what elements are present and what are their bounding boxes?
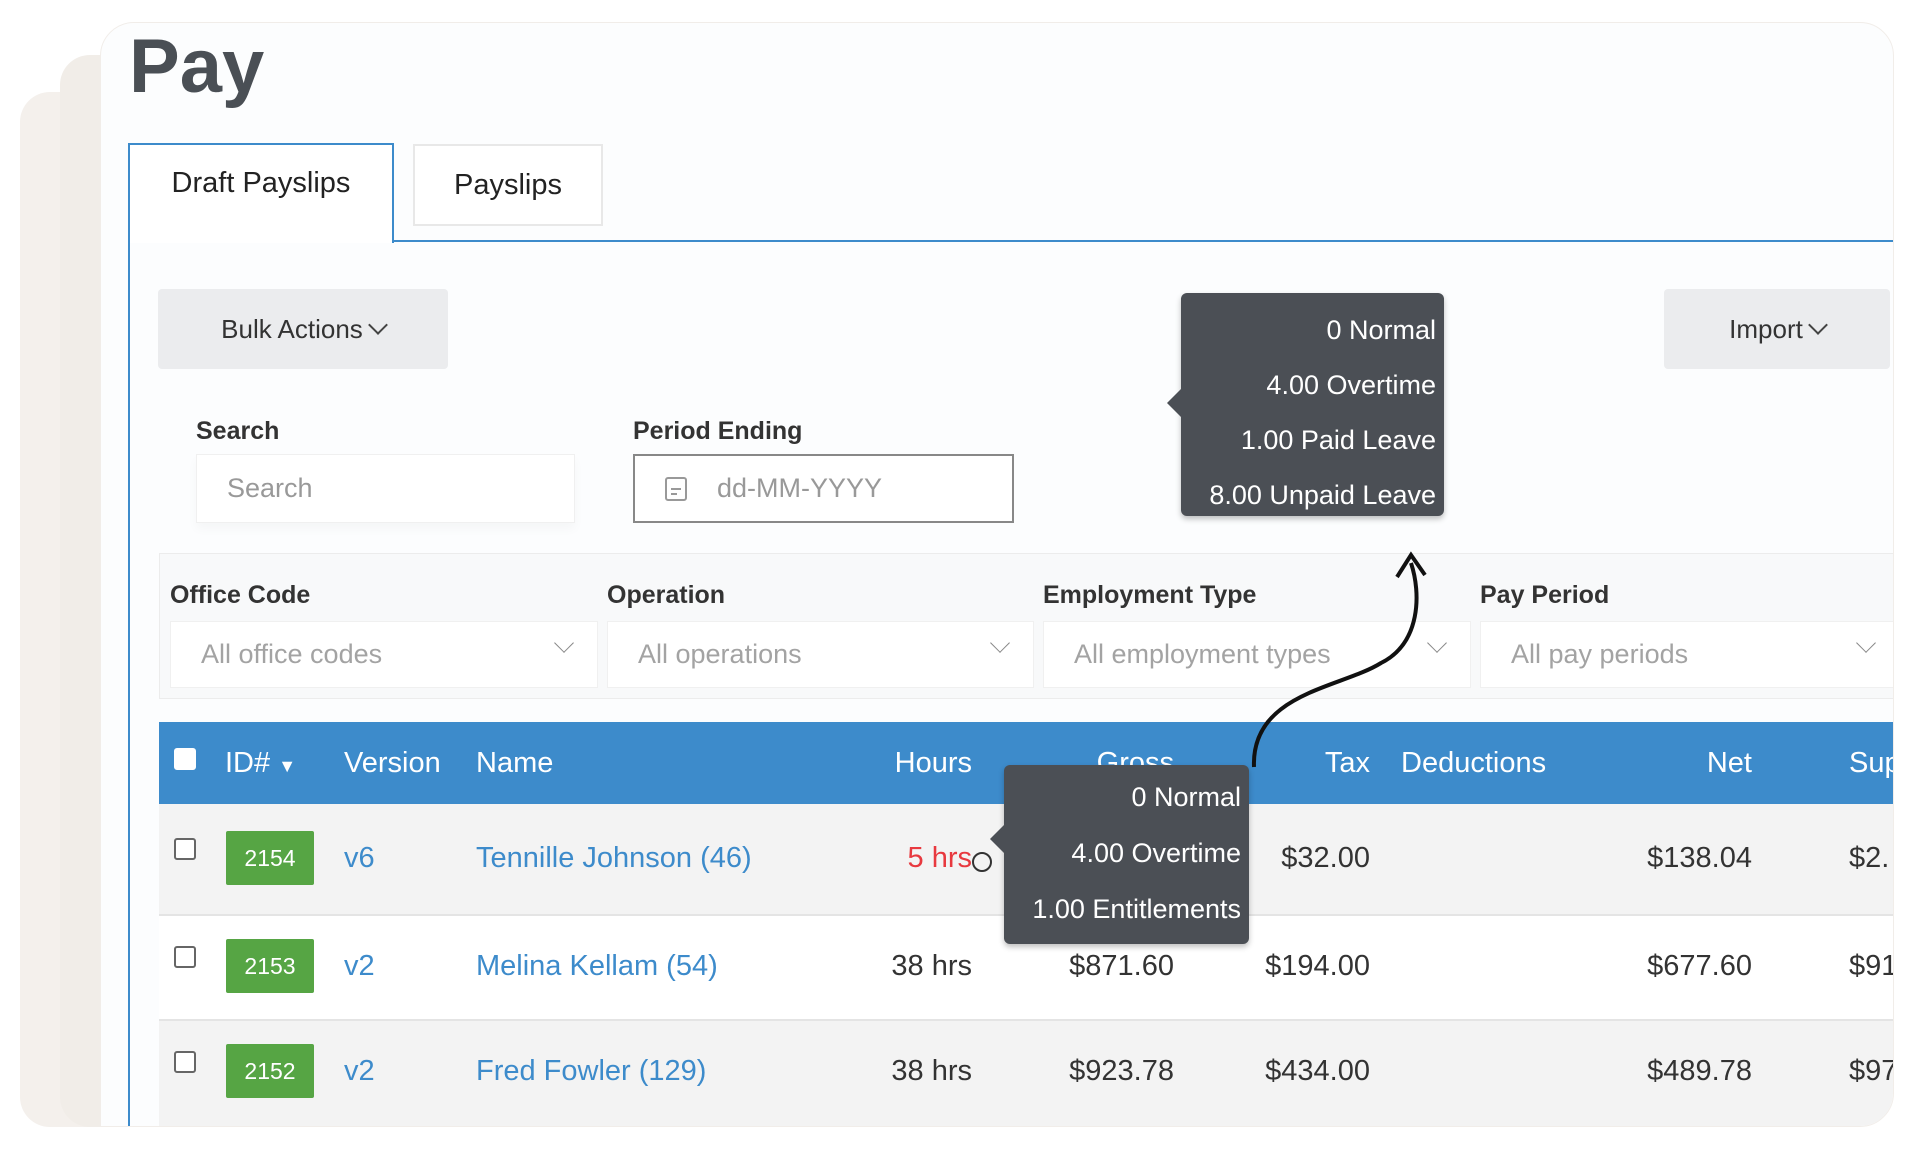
page-title: Pay <box>129 24 265 109</box>
version-link[interactable]: v2 <box>344 1055 375 1087</box>
pay-period-label: Pay Period <box>1480 581 1610 609</box>
tab-underline <box>393 240 1893 242</box>
search-label: Search <box>196 417 280 445</box>
tooltip-line: 0 Normal <box>1326 315 1436 345</box>
employee-name-link[interactable]: Melina Kellam (54) <box>476 950 718 982</box>
sup-value: $91. <box>1849 950 1893 982</box>
employee-name-link[interactable]: Tennille Johnson (46) <box>476 842 752 874</box>
tooltip-line: 8.00 Unpaid Leave <box>1209 480 1436 510</box>
bulk-actions-button[interactable]: Bulk Actions <box>158 289 448 369</box>
search-placeholder: Search <box>227 473 313 503</box>
col-hours: Hours <box>894 747 972 779</box>
warning-swirl-icon <box>972 852 992 872</box>
tab-payslips[interactable]: Payslips <box>413 144 603 226</box>
period-ending-placeholder: dd-MM-YYYY <box>717 473 883 503</box>
id-badge[interactable]: 2152 <box>226 1044 314 1098</box>
version-link[interactable]: v6 <box>344 842 375 874</box>
tooltip-line: 0 Normal <box>1131 782 1241 812</box>
import-button[interactable]: Import <box>1664 289 1890 369</box>
pay-period-select[interactable]: All pay periods <box>1480 621 1893 688</box>
hours-value: 38 hrs <box>891 1055 972 1087</box>
row-checkbox[interactable] <box>174 838 196 860</box>
table-row[interactable]: 2152 v2 Fred Fowler (129) 38 hrs $923.78… <box>159 1021 1893 1126</box>
pay-period-value: All pay periods <box>1511 639 1689 669</box>
tooltip-line: 1.00 Entitlements <box>1032 894 1241 924</box>
import-label: Import <box>1729 313 1803 344</box>
employee-name-link[interactable]: Fred Fowler (129) <box>476 1055 707 1087</box>
tooltip-line: 4.00 Overtime <box>1266 370 1436 400</box>
col-sup: Sup <box>1849 747 1893 779</box>
calendar-icon <box>665 476 687 501</box>
operation-select[interactable]: All operations <box>607 621 1034 688</box>
sup-value: $2. <box>1849 842 1890 874</box>
select-all-checkbox[interactable] <box>174 748 196 770</box>
period-ending-input[interactable]: dd-MM-YYYY <box>633 454 1014 523</box>
hours-value[interactable]: 5 hrs <box>907 842 972 874</box>
period-ending-label: Period Ending <box>633 417 803 445</box>
row-checkbox[interactable] <box>174 1051 196 1073</box>
col-id[interactable]: ID# ▼ <box>225 747 297 779</box>
net-value: $489.78 <box>1647 1055 1752 1087</box>
id-badge[interactable]: 2153 <box>226 939 314 993</box>
pay-card: Pay Draft Payslips Payslips Bulk Actions… <box>100 22 1894 1127</box>
tooltip-line: 4.00 Overtime <box>1071 838 1241 868</box>
tax-value: $194.00 <box>1265 950 1370 982</box>
tooltip-line: 1.00 Paid Leave <box>1240 425 1436 455</box>
col-net: Net <box>1706 747 1752 779</box>
tax-value: $32.00 <box>1281 842 1370 874</box>
net-value: $677.60 <box>1647 950 1752 982</box>
id-badge[interactable]: 2154 <box>226 831 314 885</box>
operation-value: All operations <box>638 639 802 669</box>
version-link[interactable]: v2 <box>344 950 375 982</box>
office-code-select[interactable]: All office codes <box>170 621 598 688</box>
hours-value: 38 hrs <box>891 950 972 982</box>
row-checkbox[interactable] <box>174 946 196 968</box>
bulk-actions-label: Bulk Actions <box>221 313 363 344</box>
gross-value: $871.60 <box>1069 950 1174 982</box>
col-tax: Tax <box>1324 747 1370 779</box>
employment-type-select[interactable]: All employment types <box>1043 621 1471 688</box>
search-input[interactable]: Search <box>196 454 575 523</box>
sup-value: $97. <box>1849 1055 1893 1087</box>
employment-type-label: Employment Type <box>1043 581 1257 609</box>
col-name: Name <box>476 747 554 779</box>
col-version: Version <box>344 747 441 779</box>
office-code-value: All office codes <box>201 639 383 669</box>
annotation-arrow <box>1251 551 1427 768</box>
row-hours-tooltip: 0 Normal 4.00 Overtime 1.00 Entitlements <box>990 765 1249 944</box>
col-deductions: Deductions <box>1401 747 1547 779</box>
operation-label: Operation <box>607 581 726 609</box>
net-value: $138.04 <box>1647 842 1752 874</box>
employment-type-value: All employment types <box>1074 639 1331 669</box>
sort-down-icon: ▼ <box>278 756 297 776</box>
tax-value: $434.00 <box>1265 1055 1370 1087</box>
panel-border <box>128 241 130 1126</box>
hours-breakdown-tooltip: .tip.t1::before{} 0 Normal 4.00 Overtime… <box>1167 293 1444 516</box>
gross-value: $923.78 <box>1069 1055 1174 1087</box>
office-code-label: Office Code <box>170 581 311 609</box>
tab-draft-payslips[interactable]: Draft Payslips <box>128 143 394 243</box>
